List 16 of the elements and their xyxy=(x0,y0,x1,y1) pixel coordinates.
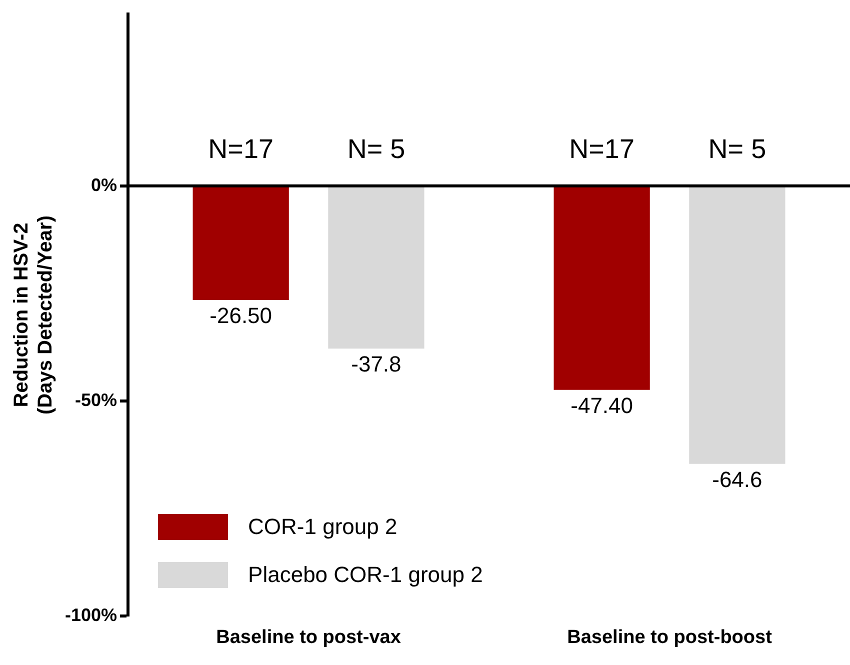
x-tick-label: Baseline to post-vax xyxy=(216,626,402,648)
y-axis-title: Reduction in HSV-2 (Days Detected/Year) xyxy=(10,216,57,414)
data-label: -64.6 xyxy=(712,466,762,492)
annotation: N= 5 xyxy=(708,134,766,164)
y-tick-label: -50% xyxy=(75,390,118,410)
annotation: N= 5 xyxy=(347,134,406,164)
annotation: N=17 xyxy=(208,134,274,164)
legend-label: Placebo COR-1 group 2 xyxy=(248,562,483,588)
x-tick-label: Baseline to post-boost xyxy=(567,626,773,648)
y-tick-label: -100% xyxy=(65,605,118,626)
legend-label: COR-1 group 2 xyxy=(248,514,398,540)
data-label: -37.8 xyxy=(351,352,402,377)
data-label: -47.40 xyxy=(570,392,634,418)
annotation: N=17 xyxy=(569,134,634,164)
y-tick-label: 0% xyxy=(91,174,118,195)
data-label: -26.50 xyxy=(210,303,272,328)
